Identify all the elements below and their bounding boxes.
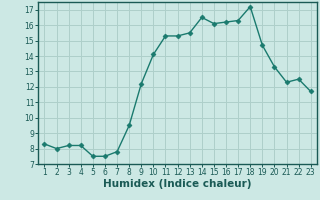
X-axis label: Humidex (Indice chaleur): Humidex (Indice chaleur) [103,179,252,189]
